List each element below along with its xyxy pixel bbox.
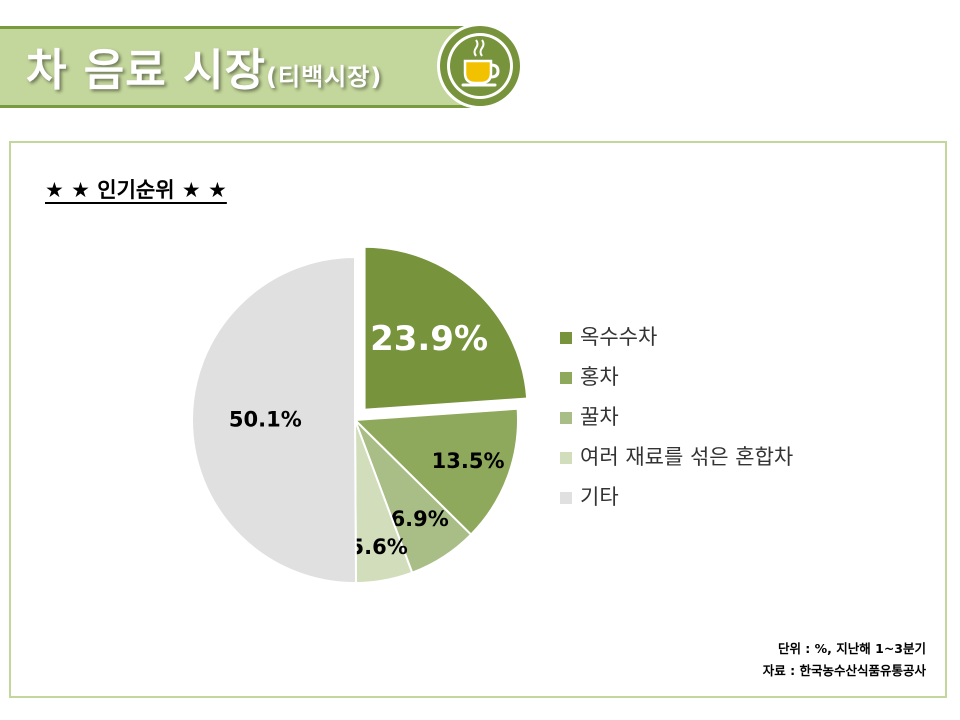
footnote: 단위 : %, 지난해 1~3분기 자료 : 한국농수산식품유통공사 <box>763 638 926 682</box>
legend-label-3: 꿀차 <box>580 405 619 429</box>
pie-slice-5 <box>191 255 358 584</box>
slice-value-label-4: 5.6% <box>350 535 408 559</box>
slice-value-label-3: 6.9% <box>391 507 449 531</box>
slice-value-label-5: 50.1% <box>229 407 302 431</box>
pie-slice-2 <box>352 407 519 536</box>
legend-swatch-5 <box>560 492 572 504</box>
legend-label-5: 기타 <box>580 485 619 509</box>
legend-swatch-3 <box>560 412 572 424</box>
legend-swatch-2 <box>560 372 572 384</box>
content-panel <box>9 141 947 698</box>
pie-slice-1 <box>363 245 529 411</box>
popularity-ranking-heading: ★ ★ 인기순위 ★ ★ <box>45 178 227 202</box>
legend-swatch-1 <box>560 332 572 344</box>
legend-label-1: 옥수수차 <box>580 325 657 349</box>
title-banner <box>0 26 478 108</box>
legend-label-2: 홍차 <box>580 365 619 389</box>
unit-note: 단위 : %, 지난해 1~3분기 <box>777 641 926 656</box>
legend-label-4: 여러 재료를 섞은 혼합차 <box>580 445 793 469</box>
tea-cup-icon <box>435 21 525 115</box>
slice-value-label-1: 23.9% <box>370 319 488 359</box>
legend-swatch-4 <box>560 452 572 464</box>
page-title: 차 음료 시장(티백시장) <box>26 34 382 98</box>
page-title-main: 차 음료 시장 <box>26 45 267 96</box>
page-title-subtitle: (티백시장) <box>266 63 383 91</box>
source-note: 자료 : 한국농수산식품유통공사 <box>762 663 926 678</box>
slice-value-label-2: 13.5% <box>432 449 505 473</box>
